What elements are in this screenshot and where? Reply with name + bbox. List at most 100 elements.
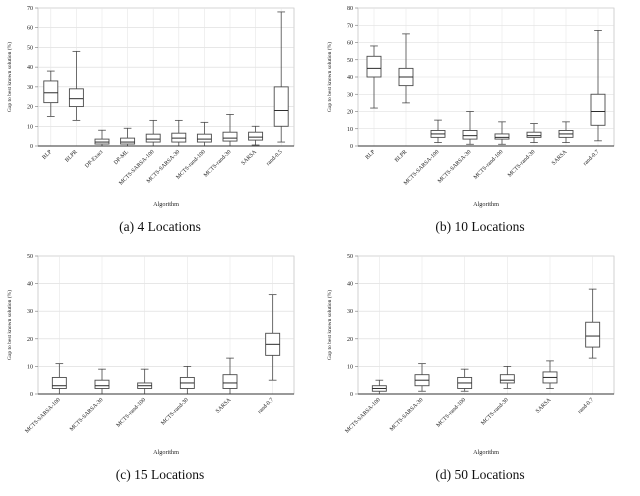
y-tick-label: 60: [27, 26, 33, 32]
subfigure-a: 0 10 20 30 40 50 60 70 BLP BLPR DP-Exact DP-ML MCTS-…: [0, 0, 320, 248]
box-group: [414, 363, 430, 392]
y-tick-label: 50: [347, 254, 353, 260]
box-group: [273, 11, 289, 143]
x-tick-label: SARSA: [535, 397, 553, 415]
box-group: [371, 379, 387, 395]
box-group: [222, 114, 238, 147]
box-group: [94, 368, 110, 395]
x-tick-label: MCTS-SARSA-30: [69, 397, 105, 433]
y-tick-label: 10: [27, 364, 33, 370]
box-group: [137, 368, 153, 395]
x-tick-label: MCTS-SARSA-30: [437, 149, 473, 185]
x-tick-label: rand-0.5: [266, 149, 284, 167]
x-tick-label: MCTS-rand-100: [436, 397, 468, 429]
box-group: [94, 129, 110, 147]
box-group: [248, 125, 264, 146]
y-tick-label: 30: [347, 92, 353, 98]
box-group: [43, 70, 59, 117]
y-tick-label: 80: [347, 6, 353, 12]
y-tick-label: 0: [30, 392, 33, 398]
y-tick-label: 10: [27, 124, 33, 130]
x-tick-label: MCTS-rand-30: [507, 149, 537, 179]
y-tick-label: 30: [347, 309, 353, 315]
y-axis-label: Gap to best known solution (%): [326, 290, 333, 360]
x-tick-label: MCTS-rand-100: [473, 149, 505, 181]
box-group: [585, 288, 601, 359]
y-tick-label: 20: [347, 110, 353, 116]
box-group: [68, 50, 84, 121]
y-tick-label: 30: [27, 85, 33, 91]
y-tick-label: 50: [27, 254, 33, 260]
boxplot-chart-4-locations: 0 10 20 30 40 50 60 70 BLP BLPR DP-Exact DP-ML MCTS-…: [6, 6, 295, 208]
x-tick-label: SARSA: [215, 397, 233, 415]
y-tick-label: 40: [347, 282, 353, 288]
y-tick-label: 70: [347, 23, 353, 29]
box-group: [222, 357, 238, 395]
x-tick-label: rand-0.7: [577, 397, 595, 415]
box-group: [542, 360, 558, 389]
x-tick-label: MCTS-SARSA-100: [24, 397, 62, 435]
y-tick-label: 70: [27, 6, 33, 12]
y-axis-label: Gap to best known solution (%): [6, 42, 13, 112]
x-tick-label: MCTS-SARSA-100: [344, 397, 382, 435]
y-tick-label: 30: [27, 309, 33, 315]
box-group: [265, 294, 281, 381]
y-tick-label: 20: [27, 105, 33, 111]
subfigure-b: 0 10 20 30 40 50 60 70 80 BLP BLPR MCTS-SARSA-100 MC…: [320, 0, 640, 248]
x-axis-label: Algorithm: [153, 449, 179, 456]
subfigure-d: 0 10 20 30 40 50 MCTS-SARSA-100 MCTS-SARSA-30 MC…: [320, 248, 640, 496]
y-axis-label: Gap to best known solution (%): [326, 42, 333, 112]
box-group: [398, 33, 414, 104]
y-tick-label: 20: [27, 337, 33, 343]
x-tick-label: MCTS-rand-30: [160, 397, 190, 427]
y-axis-label: Gap to best known solution (%): [6, 290, 13, 360]
x-tick-label: rand-0.7: [582, 149, 600, 167]
box-group: [179, 366, 195, 395]
x-tick-label: BLPR: [64, 149, 79, 164]
x-tick-label: MCTS-SARSA-100: [403, 149, 441, 187]
box-group: [196, 121, 212, 147]
x-tick-label: SARSA: [241, 149, 259, 167]
box-group: [526, 123, 542, 143]
x-tick-label: BLP: [365, 149, 377, 161]
box-group: [558, 121, 574, 143]
boxplot-chart-15-locations: 0 10 20 30 40 50 MCTS-SARSA-100 MCTS-SARSA-30 MC…: [6, 254, 295, 456]
boxplot-chart-50-locations: 0 10 20 30 40 50 MCTS-SARSA-100 MCTS-SARSA-30 MC…: [326, 254, 615, 456]
box-group: [430, 119, 446, 143]
y-tick-label: 50: [27, 45, 33, 51]
x-tick-label: MCTS-SARSA-30: [389, 397, 425, 433]
subfigure-caption-b: (b) 10 Locations: [435, 219, 525, 234]
y-tick-label: 0: [350, 144, 353, 150]
box-group: [494, 121, 510, 145]
y-tick-label: 40: [27, 282, 33, 288]
subfigure-caption-a: (a) 4 Locations: [119, 219, 201, 234]
box-group: [171, 119, 187, 147]
x-tick-label: MCTS-rand-30: [203, 149, 233, 179]
y-tick-label: 40: [347, 75, 353, 81]
x-tick-label: MCTS-rand-100: [116, 397, 148, 429]
subfigure-caption-d: (d) 50 Locations: [435, 467, 525, 482]
x-axis-label: Algorithm: [473, 201, 499, 208]
box-group: [51, 363, 67, 395]
x-tick-label: SARSA: [551, 149, 569, 167]
x-tick-label: MCTS-rand-30: [480, 397, 510, 427]
y-tick-label: 10: [347, 127, 353, 133]
x-tick-label: BLP: [41, 149, 53, 161]
box-group: [457, 368, 473, 392]
box-group: [462, 111, 478, 145]
y-tick-label: 60: [347, 41, 353, 47]
y-tick-label: 0: [30, 144, 33, 150]
box-group: [120, 127, 136, 147]
y-tick-label: 50: [347, 58, 353, 64]
box-group: [590, 30, 606, 142]
plot-frame: [37, 255, 295, 395]
box-group: [145, 119, 161, 147]
y-tick-label: 20: [347, 337, 353, 343]
plot-frame: [357, 255, 615, 395]
subfigure-c: 0 10 20 30 40 50 MCTS-SARSA-100 MCTS-SARSA-30 MC…: [0, 248, 320, 496]
x-tick-label: BLPR: [394, 149, 409, 164]
subfigure-caption-c: (c) 15 Locations: [115, 467, 205, 482]
